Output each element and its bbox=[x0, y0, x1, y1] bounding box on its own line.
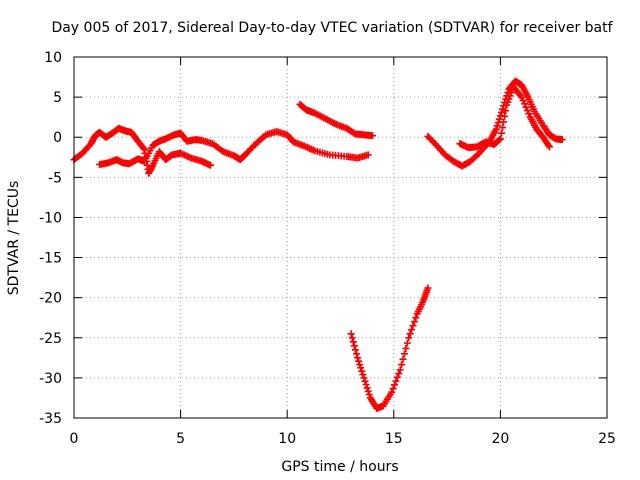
data-point bbox=[406, 330, 414, 338]
data-point bbox=[359, 371, 367, 379]
data-point bbox=[363, 384, 371, 392]
y-tick-label: 0 bbox=[53, 130, 62, 146]
y-tick-label: -5 bbox=[48, 170, 62, 186]
data-point bbox=[398, 361, 406, 369]
data-point bbox=[347, 330, 355, 338]
x-tick-label: 0 bbox=[70, 431, 79, 447]
y-tick-label: -30 bbox=[39, 371, 62, 387]
data-point bbox=[492, 125, 500, 133]
y-tick-label: -10 bbox=[39, 210, 62, 226]
series-track-5 bbox=[424, 77, 566, 170]
y-tick-label: -15 bbox=[39, 251, 62, 267]
data-point bbox=[396, 366, 404, 374]
data-point bbox=[408, 326, 416, 334]
data-point bbox=[360, 374, 368, 382]
data-point bbox=[403, 339, 411, 347]
y-tick-label: 5 bbox=[53, 90, 62, 106]
series-track-1 bbox=[70, 124, 214, 177]
data-point bbox=[388, 388, 396, 396]
data-point bbox=[399, 355, 407, 363]
data-series bbox=[70, 77, 566, 412]
data-point bbox=[362, 381, 370, 389]
data-point bbox=[350, 342, 358, 350]
data-point bbox=[497, 129, 505, 137]
y-tick-label: 10 bbox=[44, 50, 62, 66]
y-tick-label: -20 bbox=[39, 291, 62, 307]
data-point bbox=[500, 118, 508, 126]
data-point bbox=[495, 136, 503, 144]
data-point bbox=[392, 377, 400, 385]
data-point bbox=[558, 136, 566, 144]
data-point bbox=[518, 93, 526, 101]
y-tick-label: -35 bbox=[39, 411, 62, 427]
data-point bbox=[493, 122, 501, 130]
data-point bbox=[351, 346, 359, 354]
data-point bbox=[521, 100, 529, 108]
data-point bbox=[364, 151, 372, 159]
data-point bbox=[424, 284, 432, 292]
data-point bbox=[522, 103, 530, 111]
axis-ticks: 0 5 10 15 20 25 10 5 0 -5 -10 -15 -20 -25 -30 -35 bbox=[39, 50, 616, 447]
data-point bbox=[497, 108, 505, 116]
data-point bbox=[409, 322, 417, 330]
data-point bbox=[358, 367, 366, 375]
data-point bbox=[400, 350, 408, 358]
data-point bbox=[496, 135, 504, 143]
data-point bbox=[352, 350, 360, 358]
data-point bbox=[525, 110, 533, 118]
x-tick-label: 15 bbox=[385, 431, 403, 447]
data-point bbox=[206, 161, 214, 169]
data-point bbox=[502, 107, 510, 115]
x-tick-label: 5 bbox=[176, 431, 185, 447]
data-point bbox=[410, 318, 418, 326]
data-point bbox=[545, 143, 553, 151]
data-point bbox=[519, 96, 527, 104]
x-tick-label: 20 bbox=[491, 431, 509, 447]
data-point bbox=[349, 338, 357, 346]
series-track-2 bbox=[96, 128, 372, 168]
y-axis-label: SDTVAR / TECUs bbox=[6, 181, 22, 296]
data-point bbox=[361, 377, 369, 385]
data-point bbox=[357, 364, 365, 372]
data-point bbox=[389, 385, 397, 393]
x-tick-label: 25 bbox=[598, 431, 616, 447]
data-point bbox=[474, 151, 482, 159]
data-point bbox=[348, 334, 356, 342]
data-point bbox=[391, 381, 399, 389]
data-point bbox=[364, 387, 372, 395]
data-point bbox=[395, 370, 403, 378]
data-point bbox=[499, 124, 507, 132]
x-axis-label: GPS time / hours bbox=[281, 459, 398, 475]
data-point bbox=[139, 144, 147, 152]
data-point bbox=[365, 391, 373, 399]
data-point bbox=[355, 357, 363, 365]
data-point bbox=[368, 132, 376, 140]
data-point bbox=[402, 344, 410, 352]
data-point bbox=[495, 115, 503, 123]
data-point bbox=[393, 373, 401, 381]
y-tick-label: -25 bbox=[39, 331, 62, 347]
data-point bbox=[501, 112, 509, 120]
data-point bbox=[523, 106, 531, 114]
data-point bbox=[354, 354, 362, 362]
series-track-6 bbox=[456, 83, 553, 152]
series-track-4 bbox=[347, 284, 432, 412]
data-point bbox=[405, 334, 413, 342]
plot-frame bbox=[73, 56, 608, 419]
x-tick-label: 10 bbox=[278, 431, 296, 447]
chart-title: Day 005 of 2017, Sidereal Day-to-day VTE… bbox=[51, 20, 613, 36]
series-track-3 bbox=[296, 100, 376, 140]
data-point bbox=[356, 361, 364, 369]
data-point bbox=[412, 314, 420, 322]
